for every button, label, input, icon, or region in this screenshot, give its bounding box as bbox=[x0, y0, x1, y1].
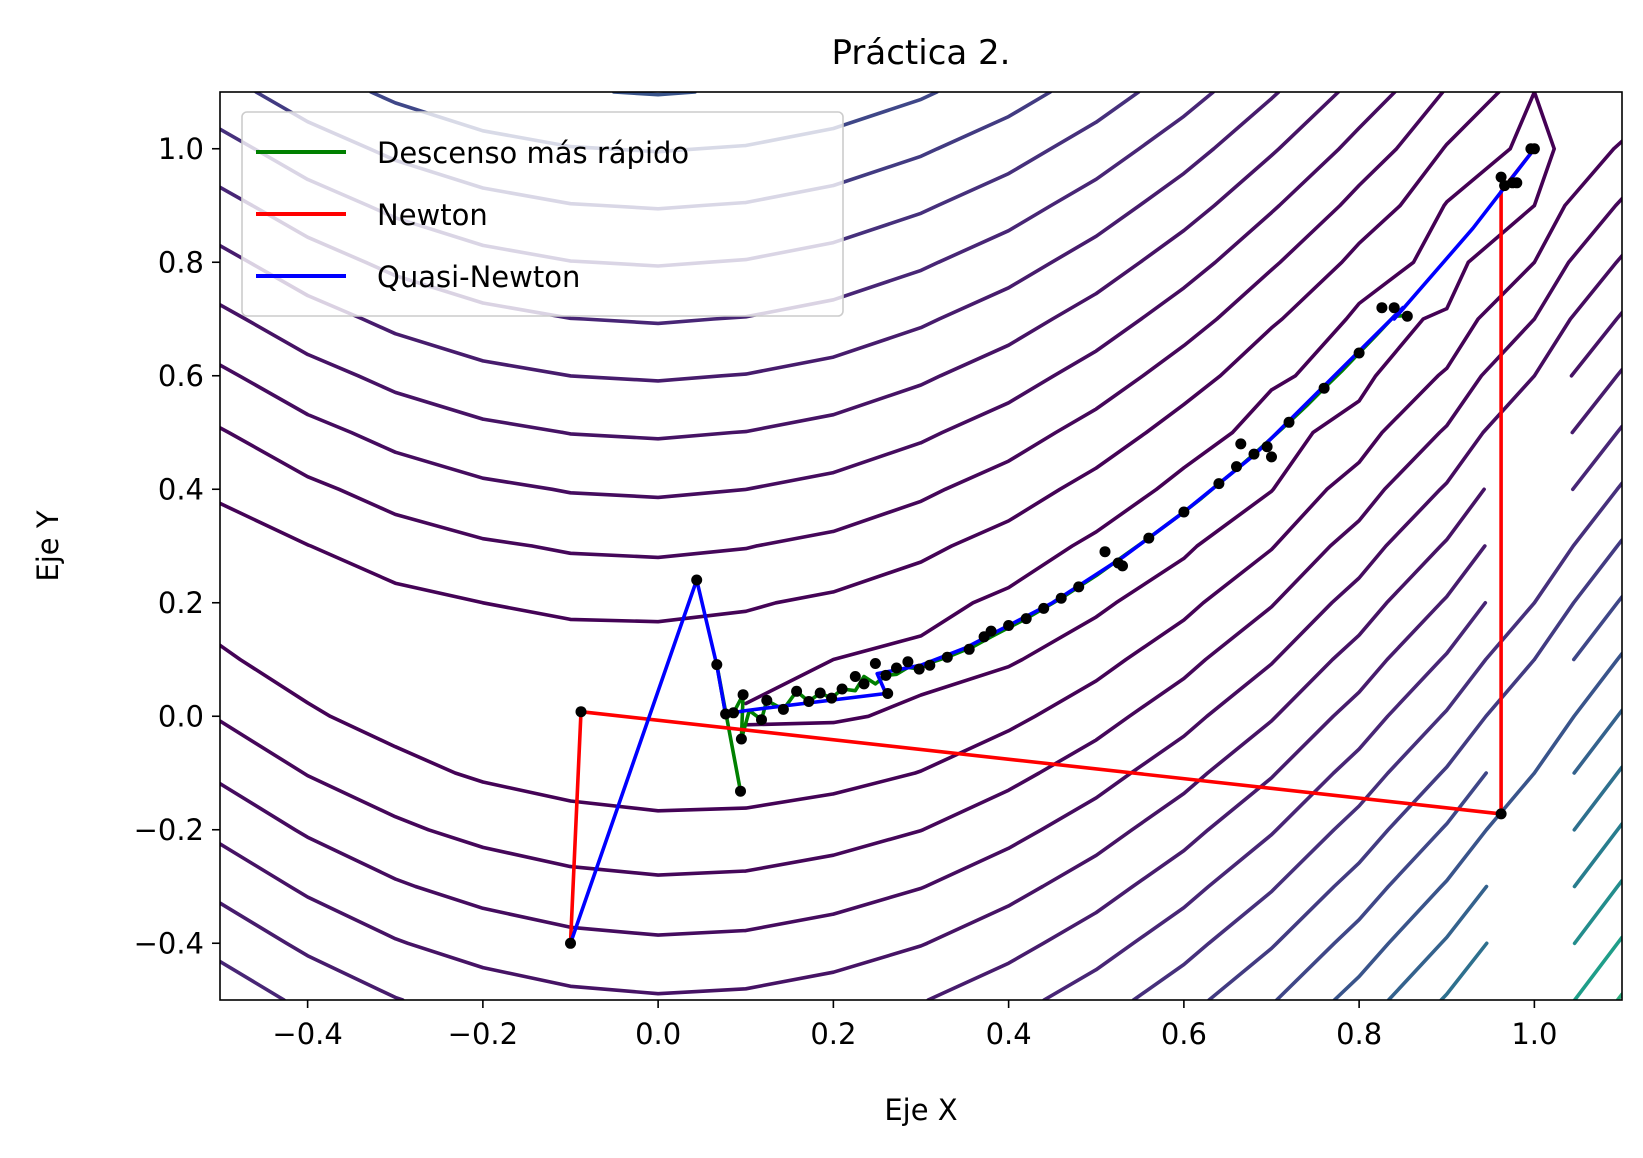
iteration-point bbox=[814, 687, 826, 699]
y-tick-label: −0.2 bbox=[134, 813, 204, 847]
iteration-point bbox=[826, 692, 838, 704]
iteration-point bbox=[985, 625, 997, 637]
y-tick-label: 0.6 bbox=[158, 359, 204, 393]
y-tick-label: 0.0 bbox=[158, 699, 204, 733]
iteration-point bbox=[1283, 416, 1295, 428]
iteration-point bbox=[1143, 532, 1155, 544]
iteration-point bbox=[882, 688, 894, 699]
iteration-point bbox=[565, 937, 576, 949]
x-tick-label: −0.4 bbox=[272, 1017, 342, 1051]
iteration-point bbox=[1003, 620, 1015, 631]
y-tick-label: 0.8 bbox=[158, 245, 204, 279]
iteration-point bbox=[735, 733, 747, 745]
iteration-markers bbox=[565, 143, 1540, 949]
x-axis-label: Eje X bbox=[884, 1093, 957, 1127]
contour-level-1 bbox=[220, 92, 1622, 813]
iteration-point bbox=[963, 643, 975, 655]
iteration-point bbox=[1266, 451, 1277, 463]
iteration-point bbox=[858, 678, 870, 690]
contour-level-14 bbox=[1572, 878, 1622, 946]
iteration-point bbox=[849, 671, 861, 682]
contour-level-12 bbox=[1439, 765, 1622, 1000]
y-axis-label: Eje Y bbox=[31, 510, 65, 581]
iteration-point bbox=[1235, 438, 1247, 450]
x-axis: −0.4 −0.2 0.0 0.2 0.4 0.6 0.8 1.0 bbox=[272, 1000, 1557, 1051]
y-tick-label: 0.2 bbox=[158, 586, 204, 620]
iteration-point bbox=[880, 669, 892, 681]
legend-label: Newton bbox=[377, 198, 488, 232]
iteration-point bbox=[1231, 461, 1242, 473]
iteration-point bbox=[1020, 613, 1032, 625]
iteration-point bbox=[1117, 560, 1128, 572]
iteration-point bbox=[1073, 581, 1085, 593]
iteration-point bbox=[1401, 310, 1413, 322]
legend: Descenso más rápido Newton Quasi-Newton bbox=[241, 111, 844, 317]
y-tick-label: −0.4 bbox=[134, 926, 204, 960]
contour-level-13 bbox=[1572, 822, 1622, 889]
iteration-point bbox=[1353, 347, 1365, 359]
contour-level-2 bbox=[220, 92, 1622, 877]
iteration-point bbox=[941, 651, 953, 663]
iteration-point bbox=[1099, 546, 1111, 558]
iteration-point bbox=[711, 659, 723, 671]
iteration-point bbox=[891, 662, 902, 674]
contour-level-5 bbox=[220, 92, 1622, 1000]
iteration-point bbox=[869, 658, 881, 669]
x-tick-label: 0.4 bbox=[986, 1017, 1032, 1051]
iteration-point bbox=[735, 785, 746, 797]
x-tick-label: 1.0 bbox=[1511, 1017, 1557, 1051]
iteration-point bbox=[728, 707, 739, 719]
iteration-point bbox=[1178, 506, 1190, 518]
x-tick-label: 0.2 bbox=[810, 1017, 856, 1051]
iteration-point bbox=[1388, 302, 1400, 314]
y-tick-label: 0.4 bbox=[158, 472, 204, 506]
iteration-point bbox=[1495, 808, 1507, 820]
iteration-point bbox=[756, 714, 767, 726]
x-tick-label: 0.8 bbox=[1336, 1017, 1382, 1051]
y-tick-label: 1.0 bbox=[158, 132, 204, 166]
iteration-point bbox=[1038, 602, 1050, 614]
iteration-point bbox=[691, 574, 703, 586]
legend-box bbox=[241, 111, 844, 317]
iteration-point bbox=[575, 706, 587, 718]
iteration-point bbox=[791, 685, 803, 697]
contour-level-10 bbox=[612, 92, 1622, 1000]
y-axis: −0.4 −0.2 0.0 0.2 0.4 0.6 0.8 1.0 bbox=[134, 132, 220, 960]
iteration-point bbox=[1511, 177, 1523, 189]
x-tick-label: −0.2 bbox=[448, 1017, 518, 1051]
iteration-point bbox=[913, 663, 925, 675]
x-tick-label: 0.6 bbox=[1161, 1017, 1207, 1051]
contour-level-11 bbox=[1386, 708, 1622, 1000]
iteration-point bbox=[737, 689, 749, 701]
iteration-point bbox=[1528, 143, 1540, 155]
iteration-point bbox=[1055, 592, 1067, 604]
contour-level-3 bbox=[220, 92, 1622, 937]
iteration-point bbox=[777, 703, 789, 715]
contour-level-4 bbox=[220, 92, 1622, 996]
iteration-point bbox=[902, 656, 914, 668]
iteration-point bbox=[1495, 171, 1507, 183]
plot-frame bbox=[219, 91, 1623, 1001]
x-tick-label: 0.0 bbox=[635, 1017, 681, 1051]
legend-label: Quasi-Newton bbox=[377, 260, 580, 294]
iteration-point bbox=[836, 683, 848, 695]
iteration-point bbox=[1318, 382, 1330, 394]
iteration-point bbox=[803, 696, 815, 707]
iteration-point bbox=[761, 694, 773, 706]
iteration-point bbox=[924, 659, 936, 671]
legend-label: Descenso más rápido bbox=[377, 136, 689, 170]
contour-level-0 bbox=[744, 92, 1556, 727]
iteration-point bbox=[1376, 302, 1388, 314]
iteration-point bbox=[1213, 478, 1225, 490]
iteration-point bbox=[1248, 448, 1260, 460]
chart-title: Práctica 2. bbox=[832, 33, 1011, 73]
iteration-point bbox=[1261, 441, 1273, 453]
contour-level-15 bbox=[1572, 935, 1622, 1000]
